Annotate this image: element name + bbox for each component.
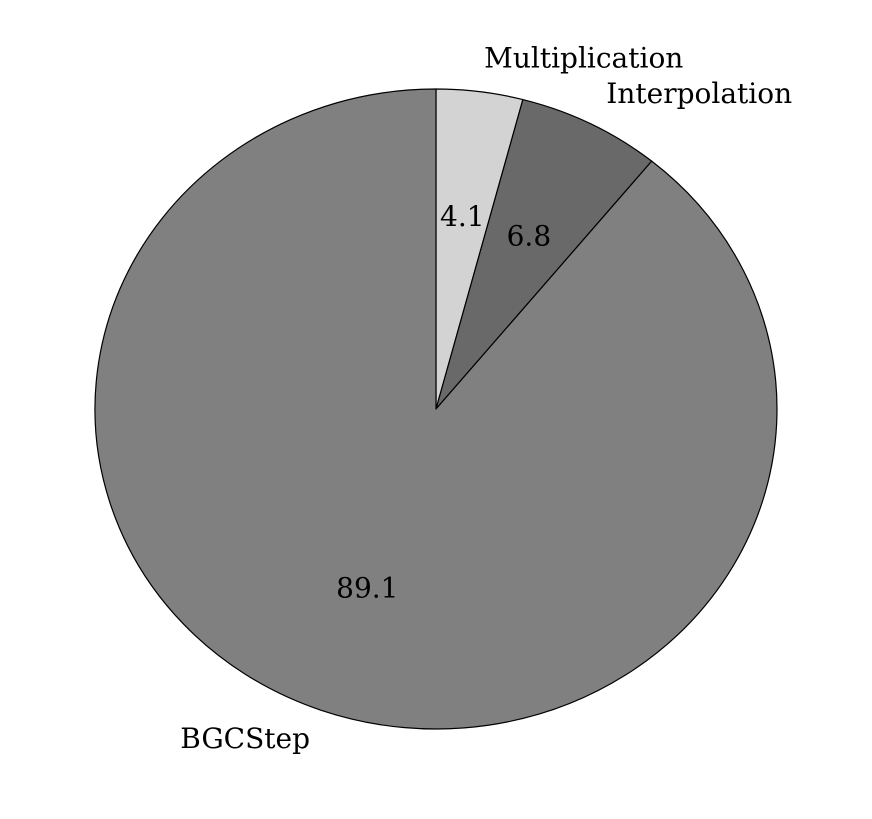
pie-slice-label-bgcstep: BGCStep <box>180 722 310 755</box>
pie-value-label-bgcstep: 89.1 <box>336 571 398 604</box>
slices-layer <box>94 88 778 730</box>
pie-value-label-multiplication: 4.1 <box>440 200 485 233</box>
pie-slice-label-interpolation: Interpolation <box>606 77 792 110</box>
pie-slice-label-multiplication: Multiplication <box>484 41 683 74</box>
pie-value-label-interpolation: 6.8 <box>507 219 552 252</box>
pie-slice-bgcstep <box>94 88 778 730</box>
labels-layer: 4.1 Multiplication 6.8 Interpolation 89.1 BGC… <box>180 41 792 755</box>
pie-slice-interpolation <box>435 98 653 410</box>
